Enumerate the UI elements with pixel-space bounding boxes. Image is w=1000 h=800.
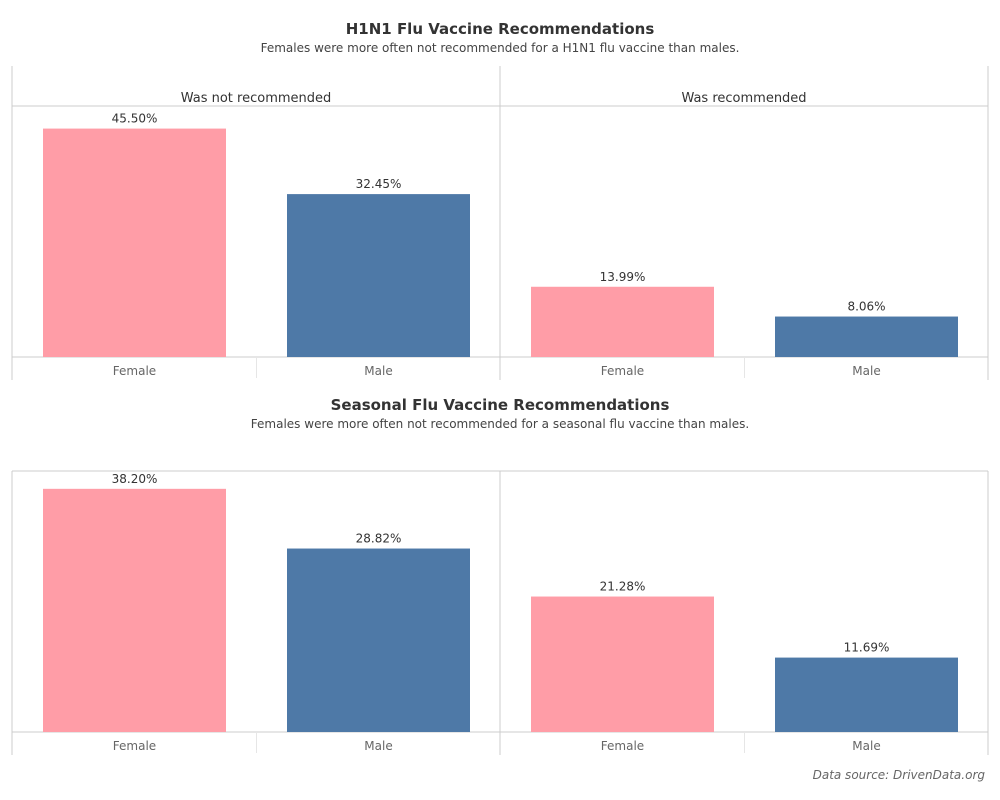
bar-0-1-female [531,286,714,357]
panel-header-0-1: Was recommended [681,91,806,106]
tick-label-1-1-1: Male [852,739,880,753]
chart-title-h1n1: H1N1 Flu Vaccine Recommendations [345,20,655,38]
data-label-1-0-1: 28.82% [356,532,402,546]
data-label-0-1-1: 8.06% [847,300,885,314]
tick-label-1-0-1: Male [364,739,392,753]
chart-title-seasonal: Seasonal Flu Vaccine Recommendations [330,396,670,414]
chart-subtitle-h1n1: Females were more often not recommended … [260,41,740,55]
bar-0-1-male [775,316,958,357]
data-label-0-0-1: 32.45% [356,177,402,191]
tick-label-1-1-0: Female [601,739,644,753]
tick-label-0-0-1: Male [364,364,392,378]
tick-label-0-1-0: Female [601,364,644,378]
bar-1-1-female [531,596,714,732]
data-label-0-1-0: 13.99% [600,270,646,284]
chart-subtitle-seasonal: Females were more often not recommended … [250,417,750,431]
data-label-1-0-0: 38.20% [112,472,158,486]
data-label-1-1-1: 11.69% [844,641,890,655]
data-label-1-1-0: 21.28% [600,580,646,594]
panel-header-0-0: Was not recommended [181,91,332,106]
data-source-note: Data source: DrivenData.org [812,768,985,782]
bar-1-1-male [775,657,958,732]
tick-label-1-0-0: Female [113,739,156,753]
bar-0-0-female [43,128,226,357]
tick-label-0-0-0: Female [113,364,156,378]
bar-1-0-female [43,488,226,732]
data-label-0-0-0: 45.50% [112,112,158,126]
bar-0-0-male [287,194,470,357]
tick-label-0-1-1: Male [852,364,880,378]
bar-1-0-male [287,548,470,732]
